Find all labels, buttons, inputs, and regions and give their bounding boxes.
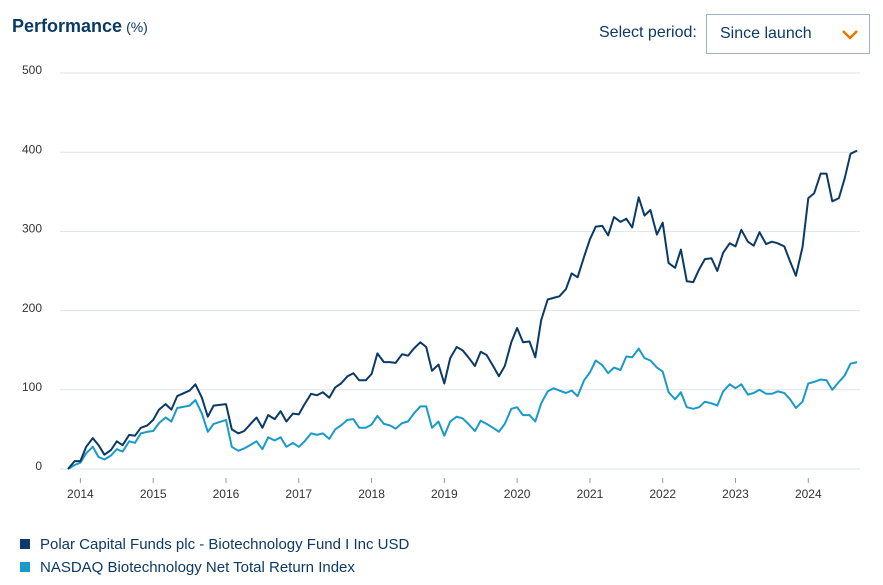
y-tick-label: 300 bbox=[22, 222, 42, 236]
dropdown-value: Since launch bbox=[720, 25, 812, 42]
x-tick-label: 2014 bbox=[67, 487, 94, 501]
unit: (%) bbox=[126, 19, 148, 35]
y-tick-label: 100 bbox=[22, 380, 42, 394]
legend-item: NASDAQ Biotechnology Net Total Return In… bbox=[20, 559, 355, 576]
legend-label: Polar Capital Funds plc - Biotechnology … bbox=[40, 536, 410, 553]
x-tick-label: 2023 bbox=[722, 487, 749, 501]
x-tick-label: 2021 bbox=[577, 487, 604, 501]
title: Performance (%) bbox=[12, 16, 148, 37]
x-tick-label: 2015 bbox=[140, 487, 167, 501]
legend-item: Polar Capital Funds plc - Biotechnology … bbox=[20, 536, 409, 553]
x-tick-label: 2019 bbox=[431, 487, 458, 501]
x-tick-label: 2018 bbox=[358, 487, 385, 501]
x-tick-label: 2017 bbox=[285, 487, 312, 501]
series-line bbox=[67, 347, 858, 470]
y-tick-label: 200 bbox=[22, 301, 42, 315]
y-tick-label: 500 bbox=[22, 63, 42, 77]
select-label: Select period: bbox=[599, 24, 697, 41]
chevron bbox=[842, 30, 858, 40]
x-tick-label: 2016 bbox=[213, 487, 240, 501]
y-tick-label: 400 bbox=[22, 142, 42, 156]
legend-swatch bbox=[20, 562, 30, 572]
legend-label: NASDAQ Biotechnology Net Total Return In… bbox=[40, 559, 355, 576]
x-tick-label: 2020 bbox=[504, 487, 531, 501]
series-line bbox=[67, 149, 858, 470]
title-text: Performance bbox=[12, 16, 123, 36]
x-tick-label: 2022 bbox=[649, 487, 676, 501]
y-tick-label: 0 bbox=[35, 459, 42, 473]
x-tick-label: 2024 bbox=[795, 487, 822, 501]
period-dropdown[interactable]: Since launch bbox=[706, 14, 870, 54]
legend-swatch bbox=[20, 539, 30, 549]
chart: 0 100 200 300 400 500 2014 2015 2016 2017 2018 2019… bbox=[22, 63, 860, 501]
